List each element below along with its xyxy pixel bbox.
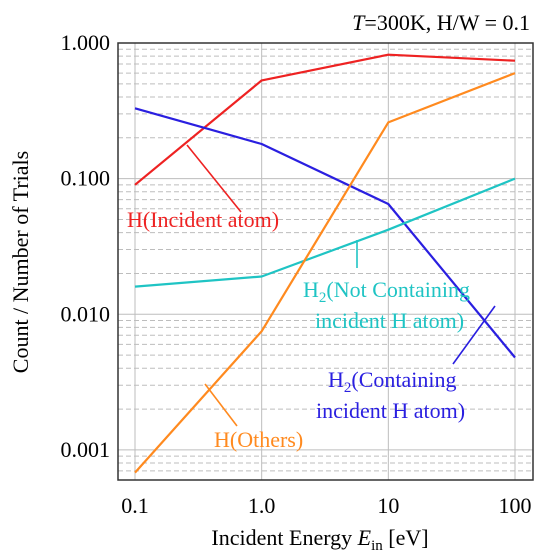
- annotation-h2-not-containing-line2: incident H atom): [315, 308, 464, 333]
- leader-h-incident: [186, 144, 242, 213]
- series-line-h-others: [134, 72, 516, 474]
- annotation-h2-containing-line1: H2(Containing: [328, 367, 457, 396]
- annotation-leaders: [186, 144, 496, 427]
- series-line-h2-containing: [134, 107, 516, 359]
- annotation-h-others: H(Others): [214, 427, 303, 452]
- y-axis-label: Count / Number of Trials: [8, 151, 33, 373]
- x-axis-label: Incident Energy Ein [eV]: [211, 525, 428, 554]
- y-tick-label: 1.000: [61, 30, 111, 55]
- x-tick-label: 100: [499, 493, 532, 518]
- series-line-h-incident: [134, 53, 516, 186]
- plot-frame: [117, 42, 534, 481]
- annotation-h-incident: H(Incident atom): [127, 207, 279, 232]
- x-tick-labels: 0.1 1.0 10 100: [121, 493, 531, 518]
- annotation-h2-not-containing-line1: H2(Not Containing: [303, 277, 470, 306]
- annotation-h2-containing-line2: incident H atom): [316, 398, 465, 423]
- leader-h2-containing: [452, 305, 496, 365]
- series-lines: [134, 53, 516, 474]
- y-tick-labels: 0.001 0.010 0.100 1.000: [61, 30, 111, 462]
- leader-h-others: [204, 383, 238, 427]
- x-tick-label: 1.0: [248, 493, 276, 518]
- y-tick-label: 0.010: [61, 301, 111, 326]
- series-line-h2-not-containing: [134, 177, 516, 288]
- chart-title: T=300K, H/W = 0.1: [352, 10, 530, 35]
- x-tick-label: 0.1: [121, 493, 149, 518]
- grid: [118, 42, 533, 481]
- x-tick-label: 10: [377, 493, 399, 518]
- y-tick-label: 0.001: [61, 437, 111, 462]
- y-tick-label: 0.100: [61, 166, 111, 191]
